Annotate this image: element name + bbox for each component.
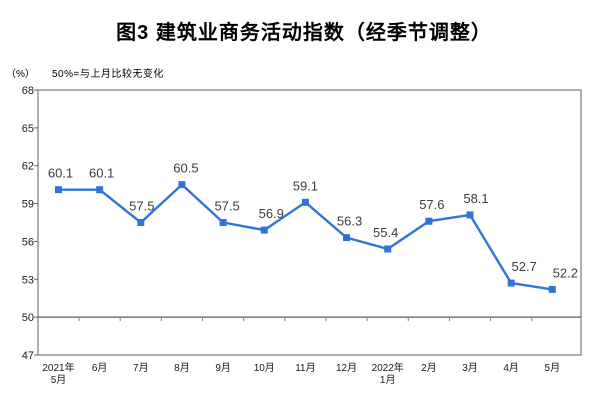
y-axis-tick-label: 62 [22,161,34,173]
x-axis-category-label: 3月 [462,362,478,374]
x-axis-category-label: 12月 [336,362,357,374]
data-point-marker [178,181,186,189]
data-point-label: 52.7 [511,259,536,274]
x-axis-category-label: 2021年 [42,361,74,374]
x-axis-category-label: 5月 [51,374,67,386]
y-axis-tick-label: 59 [22,199,34,211]
y-axis-tick-label: 68 [22,85,34,97]
data-point-marker [219,219,227,226]
data-point-label: 57.5 [214,199,239,214]
x-axis-category-label: 5月 [545,362,561,374]
y-axis-tick-label: 50 [22,312,34,324]
data-point-label: 57.5 [129,199,154,214]
data-point-label: 60.1 [89,166,114,181]
y-axis-tick-label: 56 [22,236,34,248]
data-point-marker [507,279,515,287]
x-axis-category-label: 6月 [92,362,108,374]
data-point-label: 57.6 [419,197,444,212]
data-point-marker [466,211,474,219]
x-axis-category-label: 10月 [254,362,275,374]
x-axis-category-label: 4月 [503,362,519,374]
data-point-marker [55,186,62,194]
data-point-marker [301,198,309,206]
data-point-label: 58.1 [463,191,488,206]
data-point-marker [425,217,433,225]
y-axis-tick-label: 47 [22,350,34,362]
y-axis-tick-label: 53 [22,274,34,286]
data-point-marker [384,245,392,253]
data-point-marker [260,226,268,234]
y-axis-tick-label: 65 [22,123,34,135]
x-axis-category-label: 2022年 [372,361,404,374]
x-axis-category-label: 1月 [380,374,396,386]
data-point-label: 60.5 [173,161,198,176]
data-point-label: 59.1 [293,178,318,193]
data-point-marker [548,285,556,293]
x-axis-category-label: 7月 [133,362,149,374]
data-point-marker [96,186,104,194]
x-axis-category-label: 9月 [215,362,231,374]
baseline-note: 50%=与上月比较无变化 [52,69,164,80]
data-point-label: 55.4 [373,225,398,240]
plot-border [37,89,582,356]
data-point-label: 60.1 [48,166,73,181]
data-point-label: 52.2 [553,265,578,280]
data-point-marker [343,234,351,242]
y-axis-unit-label: （%） [6,69,35,80]
x-axis-category-label: 11月 [295,362,315,374]
chart-title: 图3 建筑业商务活动指数（经季节调整） [116,22,492,44]
x-axis-category-label: 2月 [421,362,437,374]
data-point-marker [137,219,145,226]
data-point-label: 56.3 [337,214,362,229]
data-point-label: 56.9 [259,206,284,221]
x-axis-category-label: 8月 [174,362,190,374]
